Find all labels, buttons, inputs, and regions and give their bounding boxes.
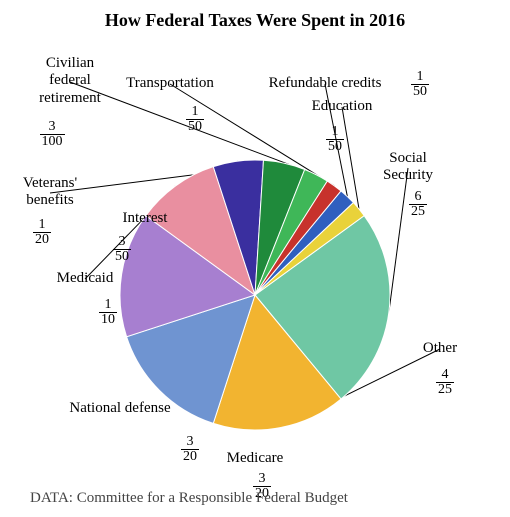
data-source: DATA: Committee for a Responsible Federa…	[30, 490, 348, 507]
fraction-other: 425	[430, 368, 460, 397]
fraction-civilian_retirement: 3100	[37, 120, 67, 149]
fraction-medicaid: 110	[93, 298, 123, 327]
fraction-national_defense: 320	[175, 435, 205, 464]
fraction-social_security: 625	[403, 190, 433, 219]
fraction-interest: 350	[107, 235, 137, 264]
label-other: Other	[380, 340, 500, 357]
label-transportation: Transportation	[110, 75, 230, 92]
label-medicaid: Medicaid	[25, 270, 145, 287]
label-education: Education	[282, 98, 402, 115]
pie-chart	[120, 160, 390, 430]
fraction-education: 150	[320, 125, 350, 154]
label-social_security: Social Security	[348, 150, 468, 185]
label-refundable_credits: Refundable credits	[265, 75, 385, 92]
fraction-veterans_benefits: 120	[27, 218, 57, 247]
fraction-refundable_credits: 150	[405, 70, 435, 99]
label-interest: Interest	[85, 210, 205, 227]
label-veterans_benefits: Veterans' benefits	[0, 175, 110, 210]
label-national_defense: National defense	[60, 400, 180, 417]
fraction-transportation: 150	[180, 105, 210, 134]
label-medicare: Medicare	[195, 450, 315, 467]
chart-title: How Federal Taxes Were Spent in 2016	[0, 10, 510, 31]
